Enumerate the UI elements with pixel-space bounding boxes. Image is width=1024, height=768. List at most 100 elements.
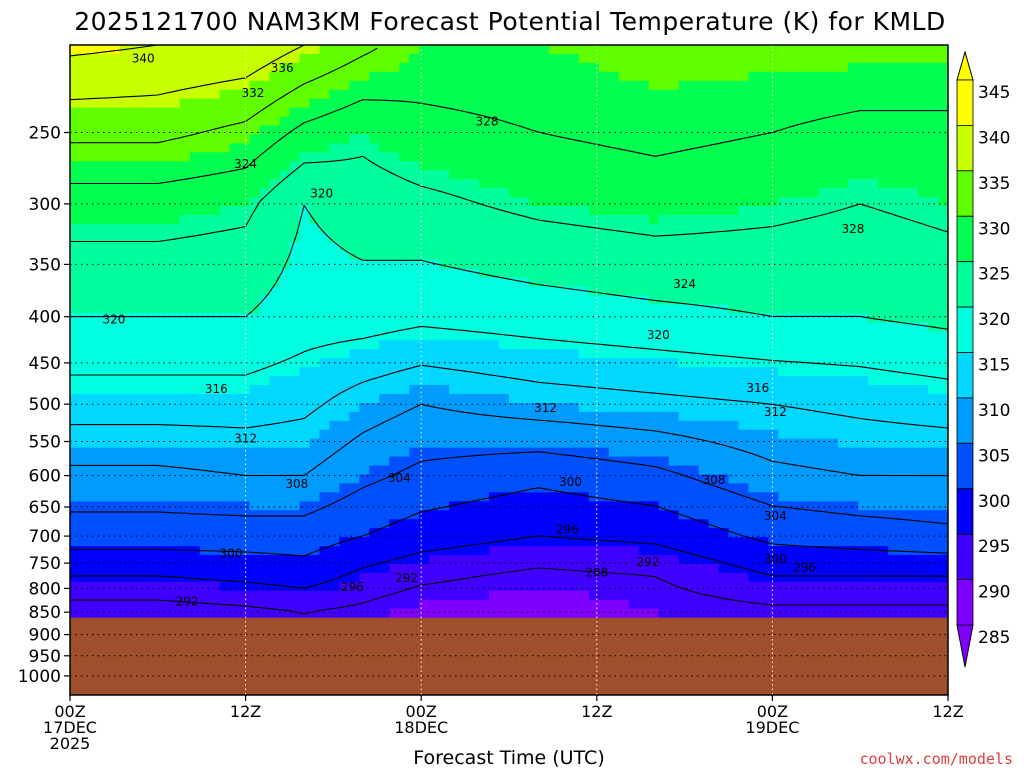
credit-link[interactable]: coolwx.com/models bbox=[859, 750, 1013, 768]
theta-contour-300 bbox=[70, 487, 948, 557]
contour-label: 312 bbox=[534, 401, 557, 415]
y-tick-label: 600 bbox=[29, 467, 61, 487]
colorbar-label: 335 bbox=[978, 174, 1010, 194]
theta-fill-cell bbox=[70, 358, 321, 368]
theta-fill-cell bbox=[738, 420, 948, 431]
theta-fill-cell bbox=[70, 572, 360, 583]
theta-fill-cell bbox=[70, 179, 271, 189]
theta-fill-cell bbox=[578, 402, 948, 413]
theta-fill-cell bbox=[449, 385, 929, 395]
theta-fill-cell bbox=[509, 393, 948, 404]
theta-fill-cell bbox=[70, 89, 221, 100]
contour-label: 292 bbox=[395, 571, 418, 585]
theta-fill-cell bbox=[509, 188, 819, 198]
theta-fill-cell bbox=[299, 232, 331, 243]
theta-fill-cell bbox=[359, 402, 580, 413]
colorbar-label: 310 bbox=[978, 401, 1010, 421]
theta-fill-cell bbox=[70, 71, 271, 82]
contour-label: 316 bbox=[746, 381, 769, 395]
theta-contour-296 bbox=[70, 535, 948, 589]
theta-fill-cell bbox=[588, 286, 948, 297]
theta-fill-cell bbox=[339, 483, 750, 493]
theta-fill-cell bbox=[299, 215, 311, 225]
theta-fill-cell bbox=[748, 572, 948, 583]
y-tick-label: 350 bbox=[29, 255, 61, 275]
theta-fill-cell bbox=[70, 125, 261, 136]
theta-fill-cell bbox=[708, 519, 948, 529]
theta-fill-cell bbox=[70, 45, 121, 55]
y-tick-label: 450 bbox=[29, 354, 61, 374]
theta-fill-cell bbox=[309, 215, 650, 225]
x-tick-label: 00Z bbox=[54, 702, 85, 721]
theta-fill-cell bbox=[70, 152, 191, 162]
colorbar-segment bbox=[956, 352, 974, 399]
theta-fill-cell bbox=[299, 206, 311, 216]
theta-contour-336 bbox=[70, 45, 305, 101]
theta-fill-cell bbox=[70, 474, 360, 485]
theta-fill-cell bbox=[389, 608, 660, 619]
theta-fill-cell bbox=[349, 411, 680, 422]
theta-fill-cell bbox=[848, 62, 948, 73]
colorbar-label: 345 bbox=[978, 83, 1010, 103]
theta-fill-cell bbox=[70, 429, 321, 440]
x-tick-label: 19DEC bbox=[745, 718, 799, 737]
y-tick-label: 500 bbox=[29, 395, 61, 415]
theta-fill-cell bbox=[269, 179, 480, 189]
colorbar-label: 325 bbox=[978, 265, 1010, 285]
contour-label: 292 bbox=[637, 555, 660, 569]
colorbar-label: 330 bbox=[978, 219, 1010, 239]
theta-fill-cell bbox=[259, 295, 650, 306]
theta-fill-cell bbox=[119, 45, 321, 55]
colorbar-segment bbox=[956, 170, 974, 217]
theta-fill-cell bbox=[588, 206, 740, 216]
colorbar-segment bbox=[956, 261, 974, 308]
contour-label: 328 bbox=[476, 114, 499, 128]
x-tick-label: 18DEC bbox=[394, 718, 448, 737]
theta-fill-cell bbox=[409, 447, 610, 458]
theta-fill-cell bbox=[748, 483, 948, 493]
theta-fill-cell bbox=[678, 411, 948, 422]
theta-fill-cell bbox=[868, 376, 948, 386]
theta-fill-cell bbox=[70, 116, 281, 127]
contour-label: 340 bbox=[132, 52, 155, 66]
theta-fill-cell bbox=[70, 188, 261, 198]
theta-fill-cell bbox=[299, 367, 779, 377]
theta-fill-cell bbox=[728, 474, 948, 485]
theta-fill-cell bbox=[479, 268, 948, 279]
theta-fill-cell bbox=[219, 206, 301, 216]
x-tick-label: 12Z bbox=[230, 702, 261, 721]
theta-fill-cell bbox=[608, 447, 948, 458]
y-tick-label: 250 bbox=[29, 124, 61, 144]
contour-label: 296 bbox=[341, 580, 364, 594]
theta-fill-cell bbox=[70, 331, 948, 341]
theta-fill-cell bbox=[199, 546, 321, 556]
theta-fill-cell bbox=[738, 206, 948, 216]
y-tick-label: 1000 bbox=[18, 667, 61, 687]
theta-fill-cell bbox=[299, 501, 450, 511]
theta-fill-cell bbox=[678, 80, 948, 91]
theta-contour-312 bbox=[70, 364, 948, 429]
theta-fill-cell bbox=[70, 546, 201, 556]
contour-label: 296 bbox=[556, 522, 579, 536]
colorbar-segment bbox=[956, 79, 974, 126]
theta-fill-cell bbox=[319, 223, 948, 234]
theta-fill-cell bbox=[249, 501, 301, 511]
theta-contour-292 bbox=[70, 567, 948, 615]
theta-fill-cell bbox=[319, 429, 779, 440]
colorbar-label: 285 bbox=[978, 628, 1010, 648]
theta-fill-cell bbox=[309, 206, 590, 216]
theta-fill-cell bbox=[648, 295, 948, 306]
theta-fill-cell bbox=[768, 537, 948, 547]
theta-fill-cell bbox=[70, 608, 390, 619]
x-tick-label: 00Z bbox=[757, 702, 788, 721]
theta-fill-cell bbox=[548, 45, 948, 55]
theta-fill-cell bbox=[838, 438, 948, 449]
contour-label: 308 bbox=[702, 473, 725, 487]
x-tick-label: 12Z bbox=[932, 702, 963, 721]
colorbar-under-triangle bbox=[956, 624, 974, 668]
theta-fill-cell bbox=[70, 53, 301, 64]
colorbar-segment bbox=[956, 215, 974, 263]
contour-label: 304 bbox=[388, 471, 411, 485]
theta-fill-cell bbox=[70, 599, 420, 610]
